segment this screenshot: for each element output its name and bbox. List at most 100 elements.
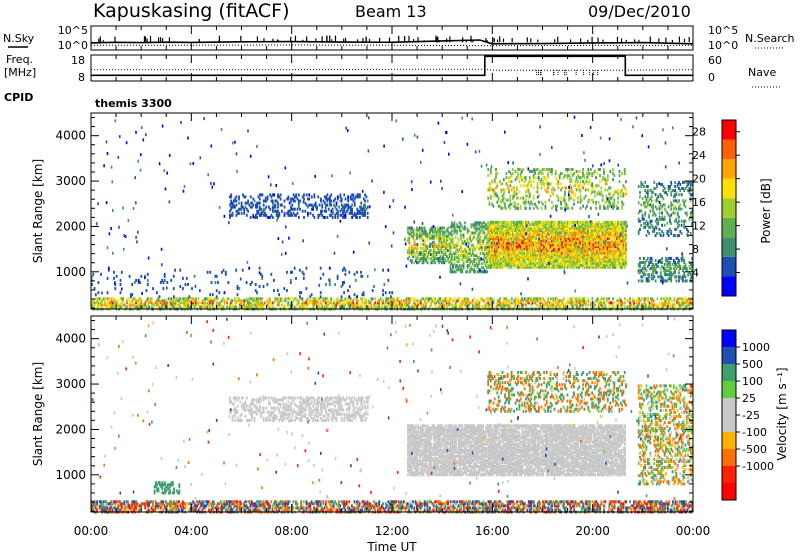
scatter-point xyxy=(344,297,347,301)
scatter-point xyxy=(234,205,236,209)
scatter-point xyxy=(621,301,624,305)
scatter-point xyxy=(176,303,179,307)
scatter-point xyxy=(422,259,425,263)
scatter-point xyxy=(410,234,413,238)
scatter-point xyxy=(191,297,193,301)
scatter-point xyxy=(241,268,244,272)
scatter-point xyxy=(643,305,646,309)
scatter-point xyxy=(231,213,234,217)
scatter-point xyxy=(226,305,228,309)
scatter-point xyxy=(513,255,516,259)
scatter-point xyxy=(349,195,352,199)
scatter-point xyxy=(172,303,175,307)
scatter-point xyxy=(312,205,314,209)
scatter-point xyxy=(444,234,447,238)
scatter-point xyxy=(488,297,491,301)
scatter-point xyxy=(562,235,565,239)
scatter-point xyxy=(526,245,529,249)
scatter-point xyxy=(365,195,368,199)
scatter-point xyxy=(400,303,403,307)
scatter-point xyxy=(497,247,500,251)
scatter-point xyxy=(433,251,435,254)
scatter-point xyxy=(211,293,214,297)
scatter-point xyxy=(460,254,462,257)
scatter-point xyxy=(443,244,446,248)
scatter-point xyxy=(513,241,516,245)
scatter-point xyxy=(326,215,329,219)
scatter-point xyxy=(397,299,400,303)
scatter-point xyxy=(336,299,339,303)
scatter-point xyxy=(488,241,491,245)
scatter-point xyxy=(208,303,210,307)
scatter-point xyxy=(512,224,514,228)
scatter-point xyxy=(140,301,143,305)
scatter-point xyxy=(258,193,261,197)
scatter-point xyxy=(556,241,558,245)
scatter-point xyxy=(554,222,557,226)
scatter-point xyxy=(557,301,560,305)
scatter-point xyxy=(513,237,516,241)
scatter-point xyxy=(466,245,469,249)
scatter-point xyxy=(483,235,486,239)
scatter-point xyxy=(554,259,557,263)
scatter-point xyxy=(392,303,395,307)
scatter-point xyxy=(465,301,468,305)
scatter-point xyxy=(508,222,510,226)
scatter-point xyxy=(521,243,523,247)
scatter-point xyxy=(474,221,477,225)
scatter-point xyxy=(251,201,253,205)
scatter-point xyxy=(547,222,549,226)
scatter-point xyxy=(326,299,329,303)
scatter-point xyxy=(521,220,523,224)
scatter-point xyxy=(504,224,506,228)
scatter-point xyxy=(502,220,505,224)
scatter-point xyxy=(425,234,428,238)
scatter-point xyxy=(341,303,344,307)
scatter-point xyxy=(353,211,356,215)
scatter-point xyxy=(523,237,526,241)
scatter-point xyxy=(487,303,490,307)
scatter-point xyxy=(215,295,218,299)
scatter-point xyxy=(206,305,209,309)
scatter-point xyxy=(269,299,271,303)
scatter-point xyxy=(561,235,564,239)
scatter-point xyxy=(521,263,523,267)
scatter-point xyxy=(561,255,564,259)
scatter-point xyxy=(535,249,538,253)
scatter-point xyxy=(581,301,583,305)
scatter-point xyxy=(188,305,191,309)
scatter-point xyxy=(528,255,531,259)
scatter-point xyxy=(467,237,470,241)
scatter-point xyxy=(558,239,561,243)
scatter-point xyxy=(185,297,188,301)
scatter-point xyxy=(353,203,356,207)
scatter-point xyxy=(107,268,110,272)
scatter-point xyxy=(347,205,350,209)
scatter-point xyxy=(315,297,318,301)
scatter-point xyxy=(452,243,455,247)
scatter-point xyxy=(123,303,126,307)
scatter-point xyxy=(318,305,321,309)
scatter-point xyxy=(515,227,518,230)
scatter-point xyxy=(501,247,504,251)
scatter-point xyxy=(514,239,517,243)
scatter-point xyxy=(446,238,448,242)
scatter-point xyxy=(483,237,486,241)
scatter-point xyxy=(513,247,516,251)
scatter-point xyxy=(500,229,503,232)
scatter-point xyxy=(556,247,558,251)
scatter-point xyxy=(366,215,369,219)
scatter-point xyxy=(562,297,565,301)
scatter-point xyxy=(503,299,505,303)
scatter-point xyxy=(517,243,519,247)
scatter-point xyxy=(687,303,690,307)
scatter-point xyxy=(414,232,417,236)
scatter-point xyxy=(211,303,214,307)
scatter-point xyxy=(211,299,214,303)
scatter-point xyxy=(540,220,543,224)
scatter-point xyxy=(412,228,415,232)
scatter-point xyxy=(523,233,526,237)
scatter-point xyxy=(558,231,561,235)
scatter-point xyxy=(525,249,527,253)
scatter-point xyxy=(256,297,258,301)
